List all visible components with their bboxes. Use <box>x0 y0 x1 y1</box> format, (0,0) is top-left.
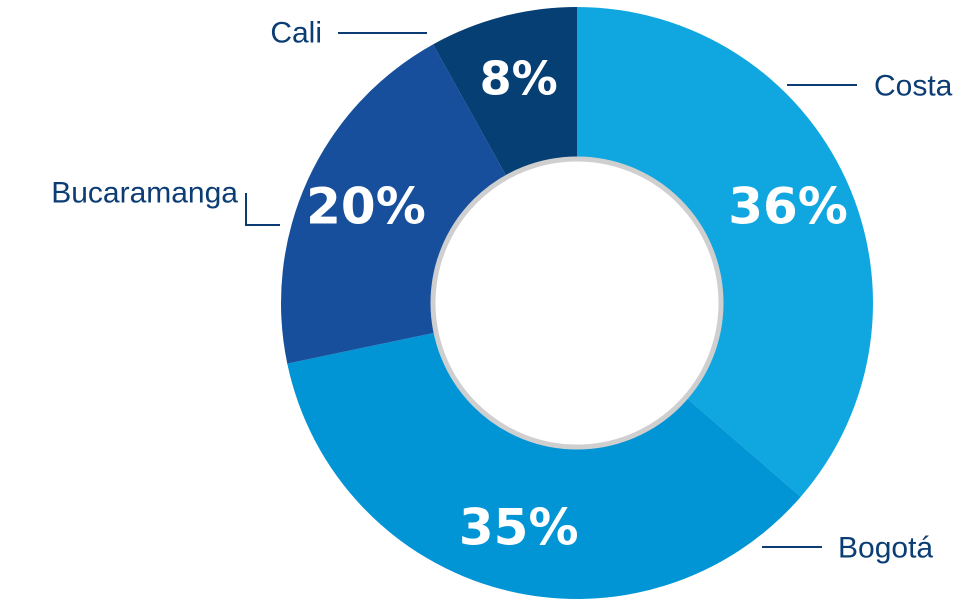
category-label-costa: Costa <box>874 70 953 103</box>
category-label-cali: Cali <box>270 17 322 50</box>
percent-label-costa: 36% <box>728 178 848 236</box>
slice-bucaramanga <box>281 44 507 364</box>
category-label-bogota: Bogotá <box>838 532 933 565</box>
leader-line-bucaramanga <box>245 193 280 226</box>
slice-cali <box>433 7 577 176</box>
category-label-bucaramanga: Bucaramanga <box>51 177 238 210</box>
slice-group <box>281 7 874 600</box>
inner-hole <box>430 156 724 450</box>
percent-label-bucaramanga: 20% <box>306 178 426 236</box>
percent-label-cali: 8% <box>480 51 558 105</box>
percent-label-bogota: 35% <box>459 499 579 557</box>
percent-label-group: 36% 35% 20% 8% <box>306 51 848 556</box>
slice-bogota <box>287 332 801 600</box>
slice-costa <box>577 7 874 497</box>
category-label-group: Costa Bogotá Bucaramanga Cali <box>51 17 952 565</box>
